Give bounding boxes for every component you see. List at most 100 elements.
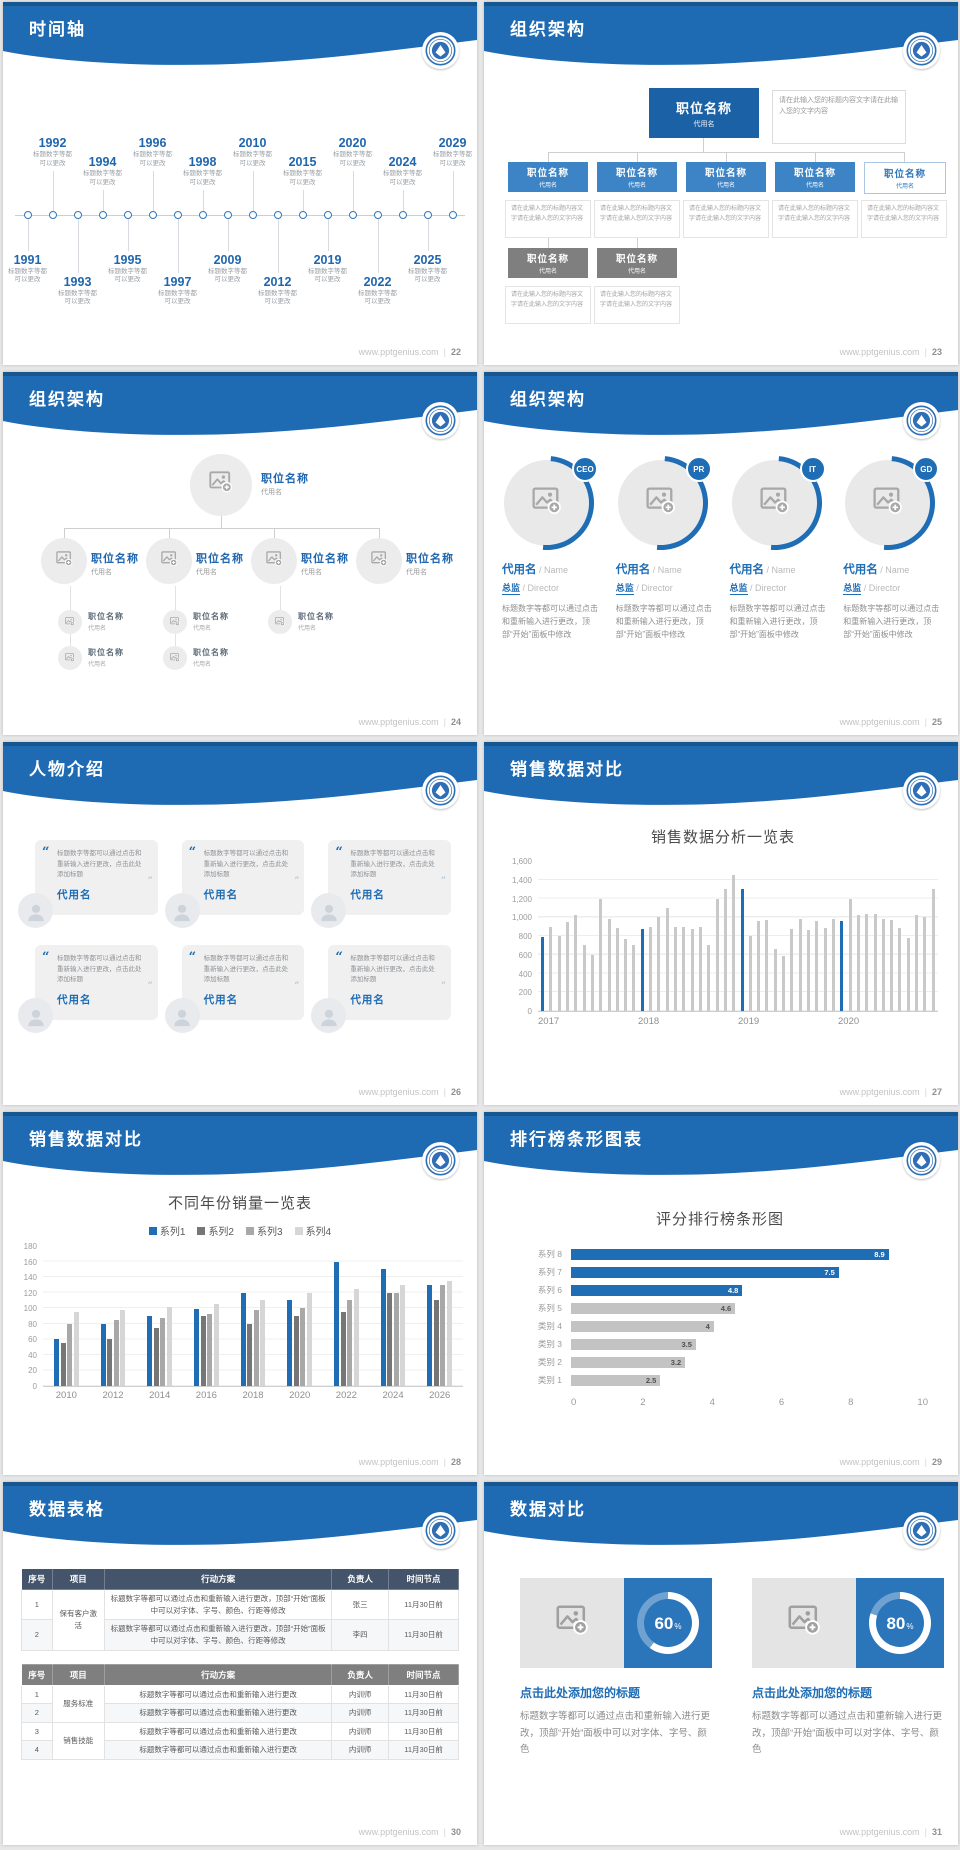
site-url: www.pptgenius.com <box>358 1827 439 1837</box>
timeline-axis <box>15 214 465 216</box>
column-header: 负责人 <box>331 1663 390 1686</box>
timeline-caption-line: 可以更改 <box>114 276 141 284</box>
table-body: 1 保有客户激活 标题数字等都可以通过点击和重新输入进行更改，顶部“开始”面板中可以… <box>21 1588 459 1651</box>
x-tick-label: 2018 <box>242 1390 264 1401</box>
slide-thumbnail-27[interactable]: 销售数据对比 销售数据分析一览表 1,600 1,400 1,200 1,000 800 6… <box>484 742 958 1105</box>
timeline-caption-line: 标题数字等都 <box>83 169 122 177</box>
slide-body: 评分排行榜条形图 系列 8 8.9 系列 7 7.5 系列 6 4.8 系列 5 4.6 类别 4… <box>484 1112 958 1475</box>
bar <box>665 907 669 1011</box>
bar-group <box>427 1281 452 1386</box>
slide-thumbnail-22[interactable]: 时间轴 1991 标题数字等都 可以更改 1992 标题数字等都 可以更改 1993 标题数字… <box>3 2 477 365</box>
timeline-entry: 2009 标题数字等都 可以更改 <box>208 88 247 341</box>
compare-boxes: 60% <box>520 1578 712 1668</box>
timeline-label: 1995 标题数字等都 可以更改 <box>108 253 147 286</box>
slide-thumbnail-25[interactable]: 组织架构 CEO 代用名 / Name 总监 / Director 标题数字等都可以通… <box>484 372 958 735</box>
timeline-caption: 标题数字等都 可以更改 <box>283 170 322 188</box>
open-quote-icon: “ <box>188 950 197 965</box>
bar <box>590 954 594 1011</box>
timeline-caption-line: 标题数字等都 <box>58 289 97 297</box>
slide-thumbnail-26[interactable]: 人物介绍 “” 标题数字等都可以通过点击和重新输入进行更改，点击此处添加标题 代用名… <box>3 742 477 1105</box>
bar <box>54 1339 60 1386</box>
timeline-caption-line: 可以更改 <box>64 298 91 306</box>
legend-label: 系列1 <box>159 1227 186 1238</box>
photo-arc-accent <box>708 436 841 570</box>
timeline-caption-line: 标题数字等都 <box>433 150 472 158</box>
slide-thumbnail-24[interactable]: 组织架构 职位名称 代用名 职位名称 代用名 职位名称 代用名 职位名称 代用名 <box>3 372 477 735</box>
chart-row: 类别 1 2.5 <box>512 1371 928 1389</box>
timeline-connector <box>402 189 404 215</box>
timeline-connector <box>127 214 129 251</box>
org-child-desc: 请在此输入您的标题内容文字请在此输入您的文字内容 <box>683 200 769 238</box>
org-child-title: 职位名称 <box>793 168 836 179</box>
slide-thumbnail-29[interactable]: 排行榜条形图表 评分排行榜条形图 系列 8 8.9 系列 7 7.5 系列 6 4.8 系列 … <box>484 1112 958 1475</box>
page-number: 30 <box>450 1827 461 1837</box>
slide-thumbnail-31[interactable]: 数据对比 60% 点击此处添加您的标题 标题数字等都可以通过点击和重新输入进行更改，… <box>484 1482 958 1845</box>
slide-body: 职位名称 代用名 请在此输入您的标题内容文字请在此输入您的文字内容 职位名称 代用名 请在… <box>484 2 958 365</box>
slide-footer: www.pptgenius.com | 23 <box>840 347 942 357</box>
timeline-connector <box>202 189 204 215</box>
bars <box>538 861 938 1011</box>
bar <box>773 949 777 1011</box>
column-header: 项目 <box>51 1568 106 1590</box>
slide-thumbnail-30[interactable]: 数据表格 序号 项目 行动方案 负责人 时间节点 1 保有客户激活 标题数字等都可以通过点击和… <box>3 1482 477 1845</box>
y-tick-label: 800 <box>518 932 532 941</box>
open-quote-icon: “ <box>188 845 197 860</box>
x-axis: 0 2 4 6 8 10 <box>571 1397 928 1408</box>
chart-title: 评分排行榜条形图 <box>655 1211 784 1228</box>
slide-thumbnail-28[interactable]: 销售数据对比 不同年份销量一览表 系列1 系列2 系列3 系列4 180 160 140 120… <box>3 1112 477 1475</box>
cell-deadline: 11月30日前 <box>388 1721 459 1742</box>
image-placeholder-icon <box>646 487 676 520</box>
category-label: 类别 1 <box>537 1375 562 1385</box>
category-label: 系列 6 <box>537 1285 562 1295</box>
close-quote-icon: ” <box>440 876 446 887</box>
bar-track: 3.2 <box>571 1356 928 1368</box>
image-placeholder-icon <box>160 550 178 572</box>
legend-item: 系列1 <box>148 1223 186 1238</box>
member-role: 总监 / Director <box>615 581 717 595</box>
cell-owner: 内训师 <box>331 1740 390 1760</box>
org-root-label: 职位名称 代用名 <box>261 470 309 497</box>
timeline-label: 2029 标题数字等都 可以更改 <box>433 136 472 169</box>
bar-group <box>287 1292 312 1386</box>
org-sub-subtitle: 代用名 <box>88 662 107 668</box>
org-sub-photo <box>58 646 82 670</box>
timeline-dot <box>323 210 332 219</box>
column-header: 时间节点 <box>388 1568 459 1590</box>
org-sub-subtitle: 代用名 <box>298 626 317 632</box>
org-child-title: 职位名称 <box>883 169 926 180</box>
slide-footer: www.pptgenius.com | 25 <box>840 717 942 727</box>
timeline-year: 2015 <box>288 154 317 169</box>
chart-area: 1,600 1,400 1,200 1,000 800 600 400 200 0 <box>508 857 938 1016</box>
cell-plan: 标题数字等都可以通过点击和重新输入进行更改 <box>104 1703 333 1723</box>
y-tick-label: 1,200 <box>511 894 532 904</box>
donut-center: 60% <box>644 1599 692 1647</box>
bar <box>632 945 636 1011</box>
timeline-caption-line: 可以更改 <box>14 276 41 284</box>
org-sub-photo <box>58 610 82 634</box>
org-gray-subtitle: 代用名 <box>538 269 557 275</box>
person-icon <box>27 904 44 922</box>
member-role-en: / Director <box>520 583 560 593</box>
slide-thumbnail-23[interactable]: 组织架构 职位名称 代用名 请在此输入您的标题内容文字请在此输入您的文字内容 职位名称… <box>484 2 958 365</box>
image-placeholder-icon <box>532 487 561 514</box>
connector-line <box>637 152 638 162</box>
bar <box>790 929 794 1011</box>
image-placeholder-icon <box>65 652 75 662</box>
open-quote-icon: “ <box>42 845 50 860</box>
member-role-en: / Director <box>633 583 673 593</box>
image-placeholder-icon <box>788 1605 821 1640</box>
cell-index: 3 <box>21 1721 53 1742</box>
timeline-caption-line: 标题数字等都 <box>308 267 347 275</box>
avatar <box>18 998 53 1033</box>
bar <box>649 926 653 1011</box>
timeline-label: 1992 标题数字等都 可以更改 <box>33 136 72 169</box>
org-sub-photo <box>163 610 187 634</box>
open-quote-icon: “ <box>335 845 343 860</box>
y-tick-label: 600 <box>518 950 532 960</box>
org-child-subtitle: 代用名 <box>805 183 824 189</box>
org-child-title: 职位名称 <box>704 168 747 179</box>
bar <box>657 917 661 1011</box>
footer-separator: | <box>443 1827 446 1837</box>
bar-group <box>100 1309 126 1386</box>
cell-plan: 标题数字等都可以通过点击和重新输入进行更改 <box>104 1684 333 1705</box>
